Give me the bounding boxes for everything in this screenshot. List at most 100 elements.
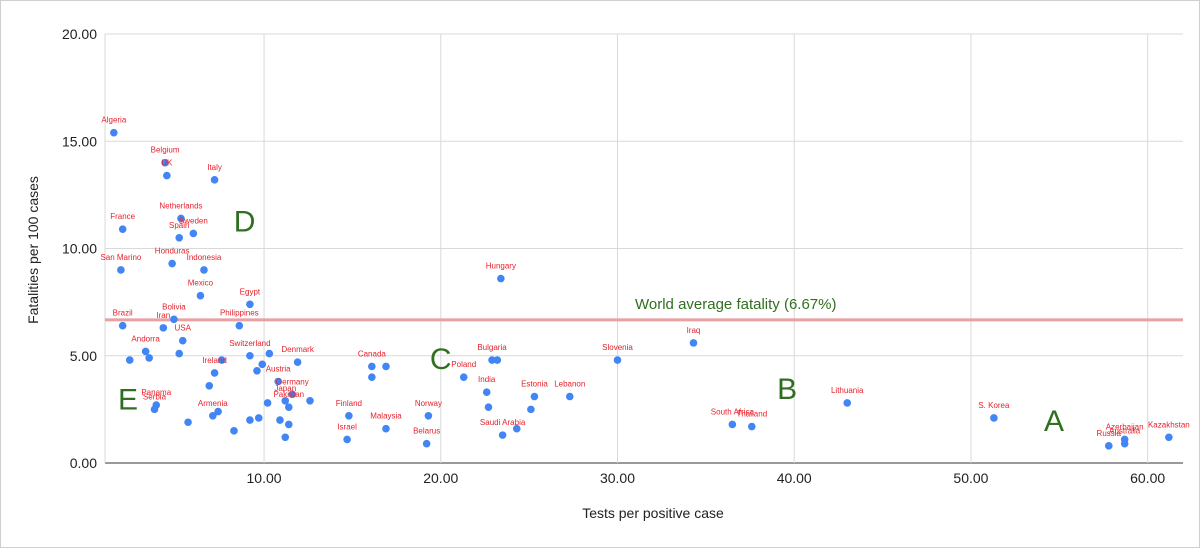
data-point bbox=[565, 392, 574, 401]
point-label: Russia bbox=[1097, 429, 1122, 438]
point-label: Hungary bbox=[486, 262, 516, 271]
data-point bbox=[159, 324, 168, 332]
data-point bbox=[205, 381, 214, 390]
data-point bbox=[284, 403, 293, 412]
data-point bbox=[141, 347, 150, 356]
point-label: Australia bbox=[1109, 427, 1141, 436]
point-label: Slovenia bbox=[602, 343, 633, 352]
data-point bbox=[125, 356, 134, 364]
point-label: Italy bbox=[207, 163, 222, 172]
data-point bbox=[276, 416, 284, 424]
point-label: Kazakhstan bbox=[1148, 420, 1190, 429]
point-label: Sweden bbox=[179, 216, 208, 225]
data-point bbox=[175, 233, 184, 242]
point-label: Serbia bbox=[143, 392, 167, 401]
data-point bbox=[235, 321, 244, 330]
point-label: Malaysia bbox=[370, 412, 402, 421]
x-tick-label: 40.00 bbox=[777, 470, 812, 486]
y-axis-title: Fatalities per 100 cases bbox=[25, 176, 41, 324]
data-point bbox=[184, 418, 192, 427]
point-label: Panama bbox=[141, 388, 171, 397]
data-point bbox=[265, 349, 274, 358]
point-label: Poland bbox=[451, 360, 476, 369]
point-label: Switzerland bbox=[229, 339, 270, 348]
data-point bbox=[1120, 439, 1129, 448]
grid-lines bbox=[104, 33, 1183, 464]
point-label: Bulgaria bbox=[477, 343, 507, 352]
data-point bbox=[214, 407, 222, 416]
x-tick-label: 20.00 bbox=[423, 470, 458, 486]
data-point bbox=[145, 354, 153, 362]
point-label: Bolivia bbox=[162, 302, 186, 311]
point-label: Brazil bbox=[113, 309, 133, 318]
point-label: Philippines bbox=[220, 309, 259, 318]
x-tick-label: 30.00 bbox=[600, 470, 635, 486]
x-axis-ticks: 10.00 20.00 30.00 40.00 50.00 60.00 bbox=[247, 470, 1166, 486]
data-point bbox=[118, 225, 127, 233]
point-label: USA bbox=[175, 324, 192, 333]
data-point bbox=[1165, 433, 1173, 442]
data-point bbox=[293, 358, 302, 366]
data-point bbox=[530, 392, 539, 401]
point-label: France bbox=[110, 212, 135, 221]
data-point bbox=[177, 214, 185, 223]
data-point bbox=[497, 274, 505, 283]
data-point bbox=[209, 412, 217, 420]
data-point bbox=[200, 266, 208, 274]
data-point bbox=[728, 420, 737, 429]
y-tick-label: 20.00 bbox=[62, 26, 97, 42]
point-label: Iraq bbox=[687, 326, 701, 335]
data-point bbox=[196, 291, 205, 300]
point-label: Japan bbox=[274, 384, 296, 393]
point-label: Belarus bbox=[413, 427, 440, 436]
data-point bbox=[689, 339, 698, 347]
data-point bbox=[230, 427, 238, 435]
point-label: Israel bbox=[337, 422, 357, 431]
reference-line-group: World average fatality (6.67%) bbox=[105, 296, 1183, 322]
data-point bbox=[1104, 442, 1113, 450]
point-label: Norway bbox=[415, 399, 442, 408]
data-point bbox=[118, 321, 127, 330]
data-point bbox=[459, 373, 468, 382]
data-point bbox=[246, 300, 254, 309]
point-label: India bbox=[478, 375, 496, 384]
region-label: B bbox=[777, 373, 797, 406]
region-label: A bbox=[1044, 405, 1064, 438]
point-label: UK bbox=[161, 159, 173, 168]
point-label: Mexico bbox=[188, 279, 214, 288]
data-point bbox=[306, 396, 314, 405]
data-point bbox=[527, 405, 535, 414]
data-point bbox=[263, 399, 272, 407]
point-label: Netherlands bbox=[159, 201, 202, 210]
data-point bbox=[163, 171, 171, 180]
point-label: Spain bbox=[169, 221, 189, 230]
point-label: Finland bbox=[336, 399, 362, 408]
data-point bbox=[345, 412, 353, 420]
data-point bbox=[210, 369, 219, 377]
data-point bbox=[258, 360, 267, 369]
point-label: Estonia bbox=[521, 380, 548, 389]
data-point bbox=[382, 362, 390, 371]
data-point bbox=[343, 435, 351, 444]
point-label: South Africa bbox=[711, 407, 755, 416]
point-label: Pakistan bbox=[273, 390, 304, 399]
point-label: Azerbaijan bbox=[1106, 422, 1144, 431]
data-point bbox=[482, 388, 491, 397]
data-point bbox=[210, 176, 219, 184]
data-point bbox=[498, 431, 507, 439]
data-point bbox=[613, 356, 622, 364]
data-point bbox=[368, 373, 376, 382]
point-label: Denmark bbox=[281, 345, 314, 354]
point-label: Iran bbox=[156, 311, 170, 320]
y-tick-label: 15.00 bbox=[62, 133, 97, 149]
data-point bbox=[288, 390, 297, 399]
data-point bbox=[254, 414, 263, 422]
y-axis-ticks: 0.00 5.00 10.00 15.00 20.00 bbox=[62, 26, 97, 471]
region-label: E bbox=[118, 384, 138, 417]
data-point bbox=[170, 315, 178, 324]
point-labels: Algeria Belgium UK Italy Netherlands SwedenSp… bbox=[100, 116, 1189, 438]
point-label: Honduras bbox=[155, 247, 190, 256]
point-label: Canada bbox=[358, 349, 387, 358]
data-point bbox=[189, 229, 198, 238]
